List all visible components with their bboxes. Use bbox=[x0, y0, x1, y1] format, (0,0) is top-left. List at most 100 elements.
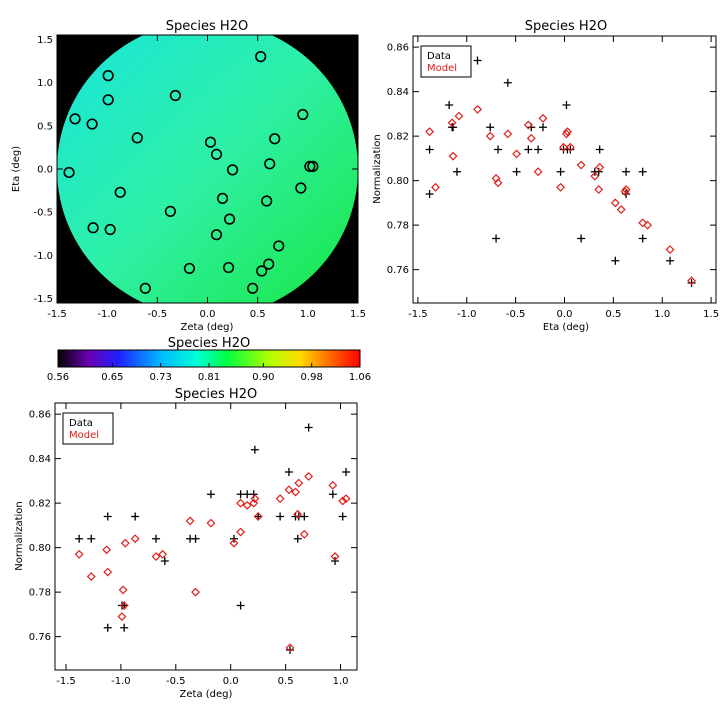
map-point-marker bbox=[104, 223, 116, 236]
zeta-model-point bbox=[293, 509, 303, 519]
zeta-model-point bbox=[250, 494, 260, 504]
zeta-data-point bbox=[304, 423, 313, 432]
zeta-y-tick-label: 0.80 bbox=[29, 543, 51, 554]
eta-model-point bbox=[595, 162, 605, 172]
colorbar-panel: Species H2O 0.56 0.65 0.73 0.81 0.90 0.98 1.06 bbox=[47, 336, 371, 383]
eta-x-tick-label: 0.0 bbox=[557, 309, 573, 320]
zeta-model-point bbox=[151, 552, 161, 561]
zeta-model-point bbox=[74, 549, 84, 559]
map-point-marker bbox=[255, 51, 267, 63]
eta-model-point bbox=[565, 142, 575, 152]
map-point-marker bbox=[222, 261, 235, 274]
zeta-x-tick-label: 0.0 bbox=[223, 676, 239, 687]
eta-model-point bbox=[473, 104, 482, 114]
zeta-legend-box bbox=[62, 412, 114, 445]
colorbar-ticks: 0.56 0.65 0.73 0.81 0.90 0.98 1.06 bbox=[47, 363, 371, 383]
eta-xlabel: Eta (deg) bbox=[543, 322, 589, 333]
zeta-data-point bbox=[103, 623, 112, 632]
eta-x-tick-label: -1.5 bbox=[408, 309, 428, 320]
map-point-marker bbox=[256, 265, 268, 277]
zeta-data-point bbox=[328, 490, 337, 499]
zeta-data-point bbox=[293, 534, 302, 543]
eta-model-point bbox=[503, 129, 513, 139]
eta-model-point bbox=[526, 133, 536, 143]
zeta-model-point bbox=[86, 572, 96, 581]
colorbar-tick-label: 0.98 bbox=[301, 372, 323, 383]
zeta-y-tick-label: 0.78 bbox=[29, 588, 51, 599]
zeta-data-point bbox=[338, 512, 347, 521]
colorbar-tick-label: 0.81 bbox=[198, 372, 220, 383]
colorbar-tick-label: 0.56 bbox=[47, 372, 69, 383]
eta-model-point bbox=[447, 118, 457, 128]
eta-data-point bbox=[687, 278, 696, 287]
map-point-marker bbox=[86, 118, 98, 130]
eta-model-point bbox=[594, 185, 604, 194]
zeta-data-point bbox=[286, 645, 295, 654]
zeta-model-point bbox=[118, 585, 128, 595]
eta-legend-model: Model bbox=[427, 63, 457, 74]
zeta-model-point bbox=[275, 494, 285, 504]
map-point-marker bbox=[204, 136, 217, 148]
eta-y-tick-label: 0.84 bbox=[387, 87, 409, 98]
map-point-marker bbox=[164, 205, 176, 217]
zeta-data-point bbox=[342, 467, 351, 476]
zeta-model-point bbox=[299, 529, 309, 539]
eta-data-point bbox=[622, 167, 631, 176]
eta-data-point bbox=[577, 234, 586, 243]
eta-x-tick-label: 1.0 bbox=[654, 309, 670, 320]
map-x-tick-label: 1.5 bbox=[350, 309, 366, 320]
eta-x-tick-label: -1.0 bbox=[457, 309, 477, 320]
map-x-tick-label: 0.0 bbox=[200, 309, 216, 320]
zeta-model-point bbox=[285, 643, 295, 653]
eta-data-point bbox=[534, 145, 543, 154]
zeta-data-point bbox=[75, 534, 84, 543]
eta-y-tick-label: 0.80 bbox=[387, 176, 409, 187]
zeta-model-point bbox=[119, 601, 129, 610]
eta-model-point bbox=[562, 129, 571, 139]
eta-model-point bbox=[523, 120, 533, 130]
zeta-legend: Data Model bbox=[62, 412, 114, 445]
eta-legend-box bbox=[420, 45, 472, 78]
zeta-data-point bbox=[254, 512, 263, 521]
eta-data-point bbox=[590, 167, 599, 176]
zeta-model-point bbox=[191, 587, 201, 597]
eta-x-tick-label: 1.5 bbox=[703, 309, 719, 320]
map-disk bbox=[57, 35, 358, 303]
zeta-model-point bbox=[341, 494, 351, 504]
eta-model-point bbox=[559, 142, 568, 152]
eta-x-tick-label: 0.5 bbox=[605, 309, 621, 320]
zeta-markers bbox=[74, 423, 351, 654]
map-point-marker bbox=[131, 132, 143, 144]
colorbar-tick-label: 0.65 bbox=[101, 372, 123, 383]
eta-legend-data: Data bbox=[427, 51, 451, 62]
eta-data-point bbox=[425, 189, 434, 198]
map-point-marker bbox=[169, 89, 181, 102]
eta-plot-title: Species H2O bbox=[525, 19, 607, 34]
map-point-marker bbox=[261, 195, 273, 207]
map-point-marker bbox=[269, 133, 281, 145]
eta-model-point bbox=[610, 198, 620, 208]
map-point-marker bbox=[102, 94, 114, 106]
eta-x-tick-label: -0.5 bbox=[506, 309, 526, 320]
eta-data-point bbox=[445, 100, 454, 109]
zeta-model-point bbox=[338, 496, 348, 506]
eta-model-point bbox=[425, 127, 435, 137]
map-point-marker bbox=[304, 160, 316, 173]
zeta-data-point bbox=[284, 467, 293, 476]
eta-data-point bbox=[524, 145, 533, 154]
zeta-y-tick-label: 0.76 bbox=[29, 632, 51, 643]
zeta-x-tick-label: -1.5 bbox=[56, 676, 76, 687]
map-point-marker bbox=[223, 213, 236, 225]
zeta-data-point bbox=[206, 490, 215, 499]
eta-panel: Species H2O -1.5 -1.0 -0.5 0.0 0.5 1.0 1.5 0.76… bbox=[372, 19, 719, 333]
map-point-marker bbox=[183, 262, 196, 275]
map-point-marker bbox=[307, 160, 319, 173]
map-point-marker bbox=[216, 192, 229, 204]
eta-data-point bbox=[473, 56, 482, 65]
zeta-data-point bbox=[87, 534, 96, 543]
zeta-y-tick-label: 0.86 bbox=[29, 410, 51, 421]
zeta-legend-data: Data bbox=[69, 418, 93, 429]
zeta-model-point bbox=[330, 552, 340, 561]
eta-model-point bbox=[562, 127, 572, 137]
zeta-model-point bbox=[328, 480, 338, 490]
